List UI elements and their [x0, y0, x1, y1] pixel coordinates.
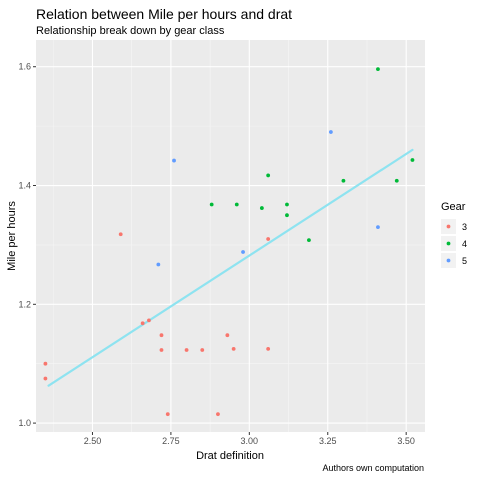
legend-label-4: 4 — [462, 239, 467, 249]
legend-label-5: 5 — [462, 256, 467, 266]
data-point-gear-3 — [43, 361, 48, 366]
data-point-gear-5 — [172, 158, 176, 163]
chart-caption: Authors own computation — [322, 463, 424, 473]
data-point-gear-4 — [410, 158, 415, 162]
legend-dot-5 — [446, 258, 451, 263]
chart-title: Relation between Mile per hours and drat — [36, 6, 293, 22]
legend-dot-4 — [446, 241, 451, 246]
data-point-gear-5 — [328, 130, 333, 134]
x-tick-label: 3.50 — [397, 436, 415, 446]
data-point-gear-3 — [159, 333, 164, 338]
data-point-gear-3 — [266, 237, 271, 241]
y-tick-label: 1.6 — [18, 62, 31, 72]
data-point-gear-5 — [376, 225, 380, 229]
data-point-gear-3 — [43, 376, 48, 381]
data-point-gear-3 — [165, 412, 170, 417]
data-point-gear-3 — [184, 348, 189, 352]
y-axis: 1.0 1.2 1.4 1.6 — [18, 62, 36, 428]
data-point-gear-4 — [307, 238, 311, 243]
x-tick-label: 3.00 — [241, 436, 259, 446]
chart-subtitle: Relationship break down by gear class — [36, 25, 225, 37]
x-axis-title: Drat definition — [196, 450, 264, 462]
legend-dot-3 — [446, 224, 451, 229]
data-point-gear-3 — [140, 321, 145, 326]
data-point-gear-3 — [266, 346, 271, 351]
data-point-gear-3 — [147, 318, 151, 323]
data-point-gear-4 — [285, 202, 289, 207]
data-point-gear-4 — [341, 178, 346, 183]
data-point-gear-3 — [200, 348, 205, 352]
data-point-gear-4 — [376, 67, 380, 72]
x-tick-label: 3.25 — [319, 436, 337, 446]
data-point-gear-3 — [216, 412, 220, 417]
data-point-gear-5 — [156, 262, 161, 267]
legend: Gear 3 4 5 — [441, 201, 467, 268]
y-tick-label: 1.0 — [18, 418, 31, 428]
grid — [36, 40, 425, 432]
trend-line-group — [47, 148, 414, 387]
x-tick-label: 2.75 — [162, 436, 180, 446]
x-axis: 2.50 2.75 3.00 3.25 3.50 — [84, 432, 415, 446]
legend-label-3: 3 — [462, 222, 467, 232]
data-point-gear-5 — [241, 250, 245, 254]
data-point-gear-3 — [225, 333, 230, 338]
legend-title: Gear — [441, 201, 466, 213]
data-points — [43, 67, 415, 417]
plot-panel — [36, 40, 425, 432]
data-point-gear-3 — [118, 232, 123, 237]
y-axis-title: Mile per hours — [6, 201, 18, 271]
data-point-gear-4 — [209, 202, 214, 207]
trend-line — [47, 148, 414, 387]
data-point-gear-4 — [266, 173, 271, 178]
data-point-gear-3 — [231, 346, 236, 351]
data-point-gear-4 — [394, 178, 399, 183]
y-tick-label: 1.2 — [18, 299, 31, 309]
x-tick-label: 2.50 — [84, 436, 102, 446]
data-point-gear-4 — [259, 206, 264, 210]
data-point-gear-4 — [285, 213, 289, 218]
data-point-gear-3 — [159, 348, 164, 352]
data-point-gear-4 — [234, 202, 239, 207]
y-tick-label: 1.4 — [18, 181, 31, 191]
